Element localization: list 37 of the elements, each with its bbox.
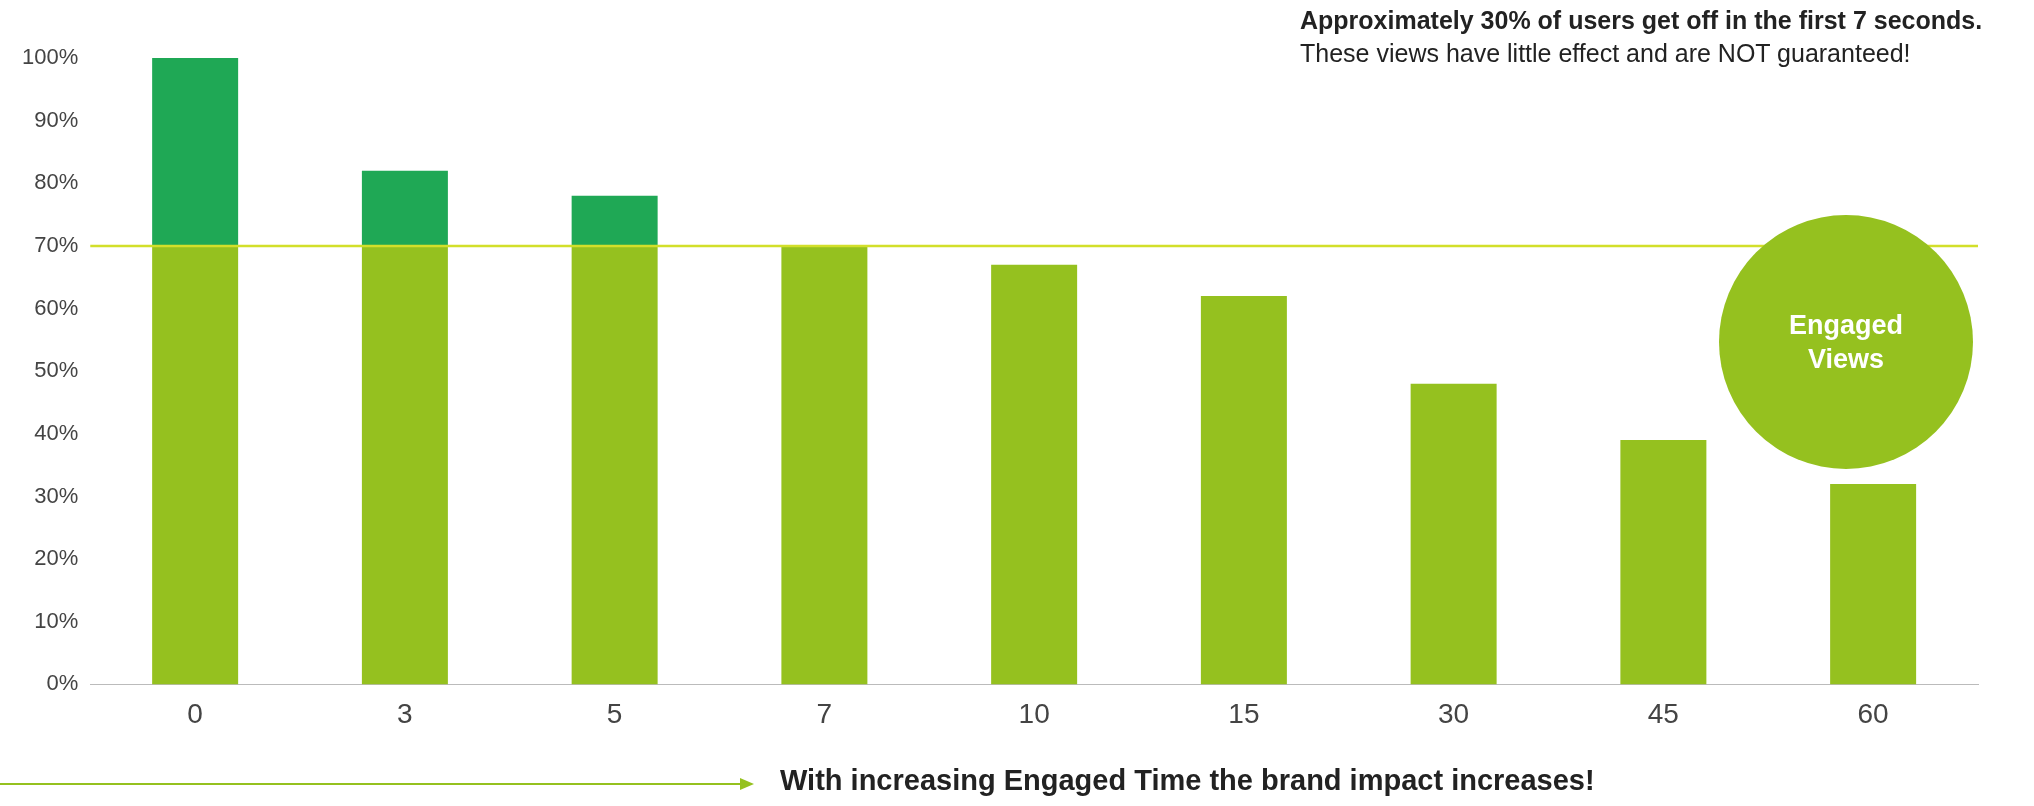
bar (1620, 440, 1707, 685)
bar (1410, 383, 1497, 685)
circle: Engaged Views (1719, 215, 1973, 469)
bar (1200, 296, 1287, 685)
y-tick-label: 0% (46, 670, 79, 696)
bar (571, 195, 658, 246)
x-tick-label: 30 (1438, 697, 1470, 729)
y-tick-label: 10% (34, 607, 79, 633)
bar (152, 245, 239, 685)
y-tick-label: 20% (34, 545, 79, 571)
bar (361, 245, 448, 685)
x-tick-label: 7 (816, 697, 833, 729)
y-tick-label: 70% (34, 231, 79, 257)
annotation: These views have little effect and are NOT guaranteed! (1300, 39, 1911, 67)
annotation: Engaged Views (1788, 309, 1904, 376)
y-tick-label: 50% (34, 357, 79, 383)
y-tick-label: 60% (34, 294, 79, 320)
y-tick-label: 100% (21, 44, 79, 70)
x-tick-label: 5 (606, 697, 623, 729)
x-tick-label: 0 (187, 697, 203, 729)
x-tick-label: 60 (1857, 697, 1889, 729)
text: Approximately 30% of users get off in the first 7 seconds. (1300, 6, 1983, 34)
bar (991, 264, 1078, 685)
bar (361, 170, 448, 246)
bar (571, 245, 658, 685)
bar (152, 58, 239, 246)
text: With increasing Engaged Time the brand impact increases! (780, 764, 1595, 797)
y-tick-label: 80% (34, 169, 79, 195)
x-tick-label: 15 (1228, 697, 1260, 729)
bar (781, 245, 868, 685)
y-tick-label: 40% (34, 419, 79, 445)
bar (1830, 483, 1917, 685)
y-tick-label: 30% (34, 482, 79, 508)
x-tick-label: 10 (1018, 697, 1050, 729)
x-tick-label: 3 (397, 697, 413, 729)
x-tick-label: 45 (1647, 697, 1679, 729)
y-tick-label: 90% (34, 106, 79, 132)
